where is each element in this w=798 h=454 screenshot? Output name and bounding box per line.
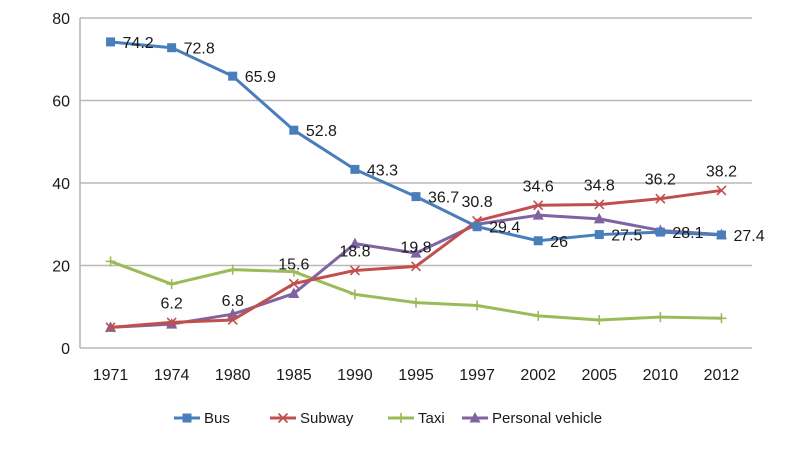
- data-label-subway: 38.2: [706, 163, 737, 180]
- x-tick-label: 1980: [215, 367, 251, 384]
- taxi-point: [472, 300, 483, 311]
- subway-point: [594, 199, 605, 210]
- data-label-subway: 19.8: [400, 239, 431, 256]
- x-tick-label: 2002: [520, 367, 556, 384]
- subway-point: [716, 185, 727, 196]
- legend-label: Bus: [204, 410, 230, 427]
- series-lines: [105, 37, 727, 333]
- taxi-point: [166, 279, 177, 290]
- x-tick-label: 1971: [93, 367, 129, 384]
- bus-point: [228, 71, 238, 81]
- y-tick-label: 60: [52, 94, 70, 111]
- data-label-bus: 27.5: [611, 228, 642, 245]
- series-taxi: [105, 256, 727, 325]
- taxi-point: [411, 297, 421, 308]
- taxi-point: [716, 313, 727, 324]
- bus-line: [110, 40, 722, 243]
- data-label-bus: 29.4: [489, 220, 520, 237]
- personal-vehicle-point: [532, 209, 544, 220]
- legend-label: Personal vehicle: [492, 410, 602, 427]
- legend-marker: [182, 413, 192, 423]
- x-tick-label: 1974: [154, 367, 190, 384]
- legend-label: Taxi: [418, 410, 445, 427]
- data-label-subway: 15.6: [278, 257, 309, 274]
- bus-point: [472, 222, 482, 232]
- x-tick-label: 2010: [643, 367, 679, 384]
- bus-point: [167, 43, 177, 53]
- data-label-bus: 28.1: [672, 225, 703, 242]
- personal-vehicle-point: [593, 212, 605, 224]
- bus-point: [350, 164, 360, 174]
- taxi-point: [594, 314, 605, 325]
- subway-point: [533, 200, 544, 211]
- bus-point: [716, 230, 726, 240]
- legend-marker: [469, 412, 481, 423]
- data-labels: 74.2 72.8 65.9 52.8 43.3 36.7 29.4 26 27.5 28.1 27…: [123, 35, 765, 312]
- gridlines: [80, 17, 752, 349]
- bus-point: [411, 192, 421, 202]
- legend-item-subway: Subway: [270, 410, 354, 427]
- data-label-bus: 72.8: [184, 41, 215, 58]
- y-tick-label: 40: [52, 176, 70, 193]
- legend-item-bus: Bus: [174, 410, 230, 427]
- legend-marker: [396, 413, 406, 423]
- data-label-bus: 74.2: [123, 35, 154, 52]
- bus-point: [106, 37, 116, 47]
- taxi-point: [349, 289, 360, 300]
- taxi-point: [655, 312, 666, 323]
- y-tick-label: 20: [52, 259, 70, 276]
- legend-item-taxi: Taxi: [388, 410, 445, 427]
- bus-point: [594, 230, 604, 240]
- subway-point: [349, 265, 360, 276]
- personal-vehicle-point: [410, 247, 422, 258]
- subway-point: [105, 322, 116, 333]
- x-tick-label: 2005: [581, 367, 617, 384]
- x-tick-label: 1985: [276, 367, 312, 384]
- axes: 0 20 40 60 80 1971 1974 1980 1985 1990 1995 1997 200…: [52, 11, 739, 384]
- taxi-point: [227, 264, 238, 275]
- legend-item-personal-vehicle: Personal vehicle: [462, 410, 602, 427]
- data-label-bus: 52.8: [306, 123, 337, 140]
- data-label-bus: 43.3: [367, 162, 398, 179]
- x-tick-label: 1997: [459, 367, 495, 384]
- subway-point: [655, 193, 666, 204]
- legend-label: Subway: [300, 410, 354, 427]
- legend: Bus Subway Taxi Personal vehicle: [174, 410, 602, 427]
- personal-vehicle-point: [227, 308, 239, 319]
- data-label-subway: 6.2: [161, 295, 183, 312]
- subway-point: [166, 317, 177, 328]
- x-tick-label: 1995: [398, 367, 434, 384]
- y-tick-label: 0: [61, 341, 70, 358]
- series-bus: [106, 37, 726, 246]
- x-tick-label: 2012: [704, 367, 740, 384]
- taxi-line: [110, 259, 722, 322]
- data-label-bus: 36.7: [428, 190, 459, 207]
- data-label-bus: 26: [550, 234, 568, 251]
- bus-point: [533, 236, 543, 246]
- data-label-bus: 65.9: [245, 69, 276, 86]
- data-label-subway: 30.8: [462, 194, 493, 211]
- taxi-point: [105, 256, 116, 267]
- data-label-subway: 34.6: [523, 178, 554, 195]
- data-label-subway: 6.8: [222, 293, 244, 310]
- data-label-subway: 18.8: [339, 243, 370, 260]
- subway-point: [227, 314, 238, 326]
- taxi-point: [288, 266, 299, 277]
- legend-marker: [277, 412, 289, 424]
- data-label-bus: 27.4: [733, 228, 764, 245]
- subway-point: [288, 278, 299, 289]
- data-label-subway: 34.8: [584, 177, 615, 194]
- personal-vehicle-point: [288, 287, 300, 299]
- taxi-point: [533, 310, 544, 321]
- bus-point: [655, 227, 665, 237]
- series-subway: [105, 185, 727, 333]
- x-tick-label: 1990: [337, 367, 373, 384]
- data-label-subway: 36.2: [645, 172, 676, 189]
- personal-vehicle-point: [349, 237, 361, 249]
- bus-point: [289, 125, 299, 135]
- subway-point: [410, 261, 422, 272]
- y-tick-label: 80: [52, 11, 70, 28]
